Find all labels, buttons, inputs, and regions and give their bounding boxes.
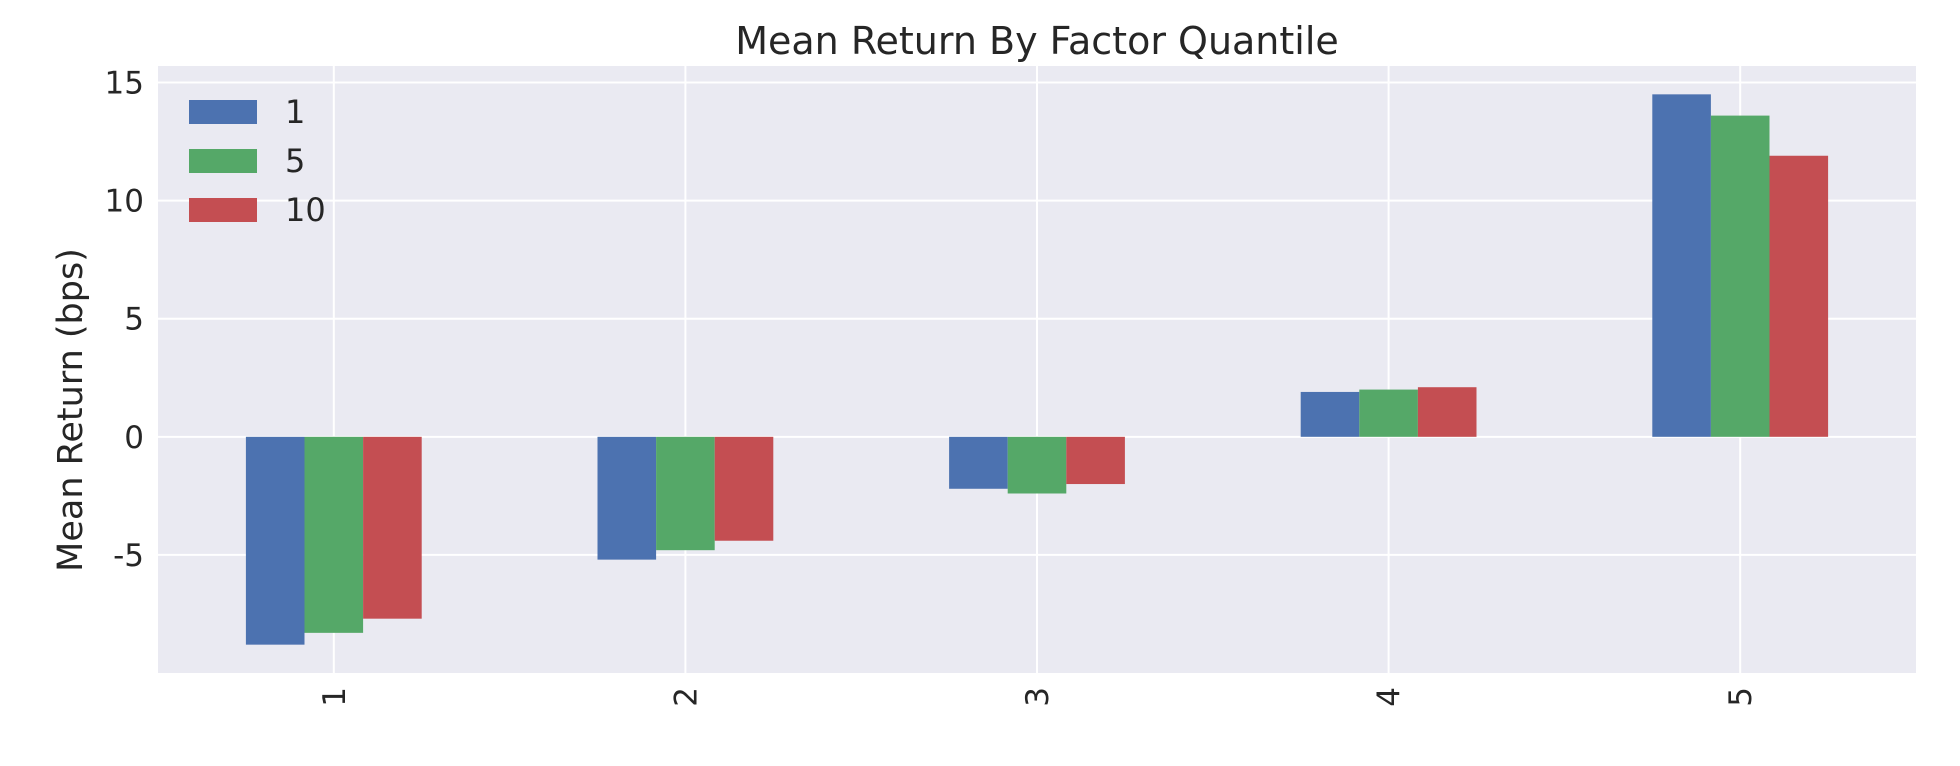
bar-series-10-quantile-1: [363, 436, 422, 619]
legend-label: 5: [285, 142, 305, 180]
bar-series-1-quantile-5: [1652, 94, 1711, 437]
legend-label: 1: [285, 93, 305, 131]
y-tick-label: 10: [105, 184, 144, 220]
y-tick-label: -5: [113, 538, 144, 574]
legend-swatch: [189, 149, 257, 173]
legend-swatch: [189, 100, 257, 124]
bar-series-10-quantile-5: [1769, 155, 1829, 437]
x-tick-label: 2: [668, 687, 704, 707]
bars: [245, 94, 1829, 645]
y-ticks: 15 10 5 0 -5: [105, 66, 144, 574]
bar-series-1-quantile-2: [597, 436, 657, 560]
bar-series-5-quantile-5: [1710, 115, 1770, 437]
bar-series-1-quantile-1: [245, 436, 305, 645]
legend-swatch: [189, 198, 257, 222]
legend-label: 10: [285, 191, 326, 229]
x-ticks: 1 2 3 4 5: [317, 687, 1759, 707]
y-tick-label: 15: [105, 66, 144, 102]
bar-series-5-quantile-3: [1007, 436, 1067, 494]
bar-series-10-quantile-2: [714, 436, 774, 541]
bar-series-5-quantile-2: [656, 436, 715, 551]
x-tick-label: 4: [1372, 687, 1408, 707]
bar-series-10-quantile-4: [1417, 387, 1477, 437]
x-tick-label: 3: [1020, 687, 1056, 707]
y-tick-label: 5: [124, 302, 144, 338]
bar-series-1-quantile-4: [1300, 391, 1360, 437]
x-tick-label: 5: [1723, 687, 1759, 707]
bar-series-1-quantile-3: [949, 436, 1008, 489]
bar-series-5-quantile-4: [1359, 389, 1418, 437]
x-tick-label: 1: [317, 687, 353, 707]
y-axis-label: Mean Return (bps): [51, 248, 91, 572]
bar-series-10-quantile-3: [1066, 436, 1125, 485]
chart-title: Mean Return By Factor Quantile: [735, 19, 1339, 63]
bar-series-5-quantile-1: [304, 436, 364, 633]
y-tick-label: 0: [124, 420, 144, 456]
